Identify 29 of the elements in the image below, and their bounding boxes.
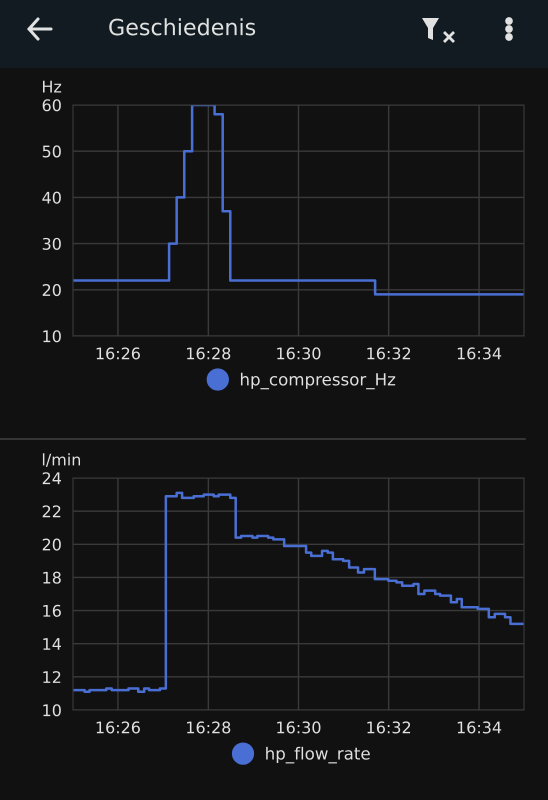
x-tick-label: 16:30 — [277, 721, 320, 734]
y-tick-label: 10 — [43, 330, 61, 342]
chart-title: Geschiedenis — [109, 18, 256, 36]
y-tick-label: 30 — [42, 238, 61, 250]
x-tick-label: 16:34 — [458, 347, 502, 360]
y-tick-label: 16 — [43, 604, 61, 617]
x-tick-label: 16:26 — [96, 347, 140, 360]
y-axis-title: l/min — [42, 453, 80, 467]
legend-label: hp_flow_rate — [266, 746, 370, 764]
x-tick-label: 16:32 — [367, 347, 410, 360]
y-tick-label: 20 — [42, 538, 61, 551]
y-tick-label: 24 — [42, 472, 61, 484]
y-tick-label: 20 — [42, 284, 61, 296]
y-axis-title: Hz — [42, 80, 62, 92]
x-tick-label: 16:30 — [277, 347, 320, 360]
y-tick-label: 40 — [42, 192, 61, 204]
legend-label: hp_compressor_Hz — [240, 372, 396, 390]
y-tick-label: 12 — [43, 671, 60, 683]
y-tick-label: 50 — [42, 145, 61, 158]
x-tick-label: 16:32 — [367, 721, 410, 734]
y-tick-label: 14 — [43, 638, 61, 650]
y-tick-label: 60 — [42, 99, 61, 112]
x-tick-label: 16:34 — [458, 721, 502, 734]
x-tick-label: 16:26 — [96, 721, 140, 734]
x-tick-label: 16:28 — [187, 721, 230, 734]
y-tick-label: 10 — [43, 704, 61, 716]
y-tick-label: 18 — [43, 572, 61, 584]
x-tick-label: 16:28 — [187, 347, 230, 360]
y-tick-label: 22 — [42, 505, 60, 518]
